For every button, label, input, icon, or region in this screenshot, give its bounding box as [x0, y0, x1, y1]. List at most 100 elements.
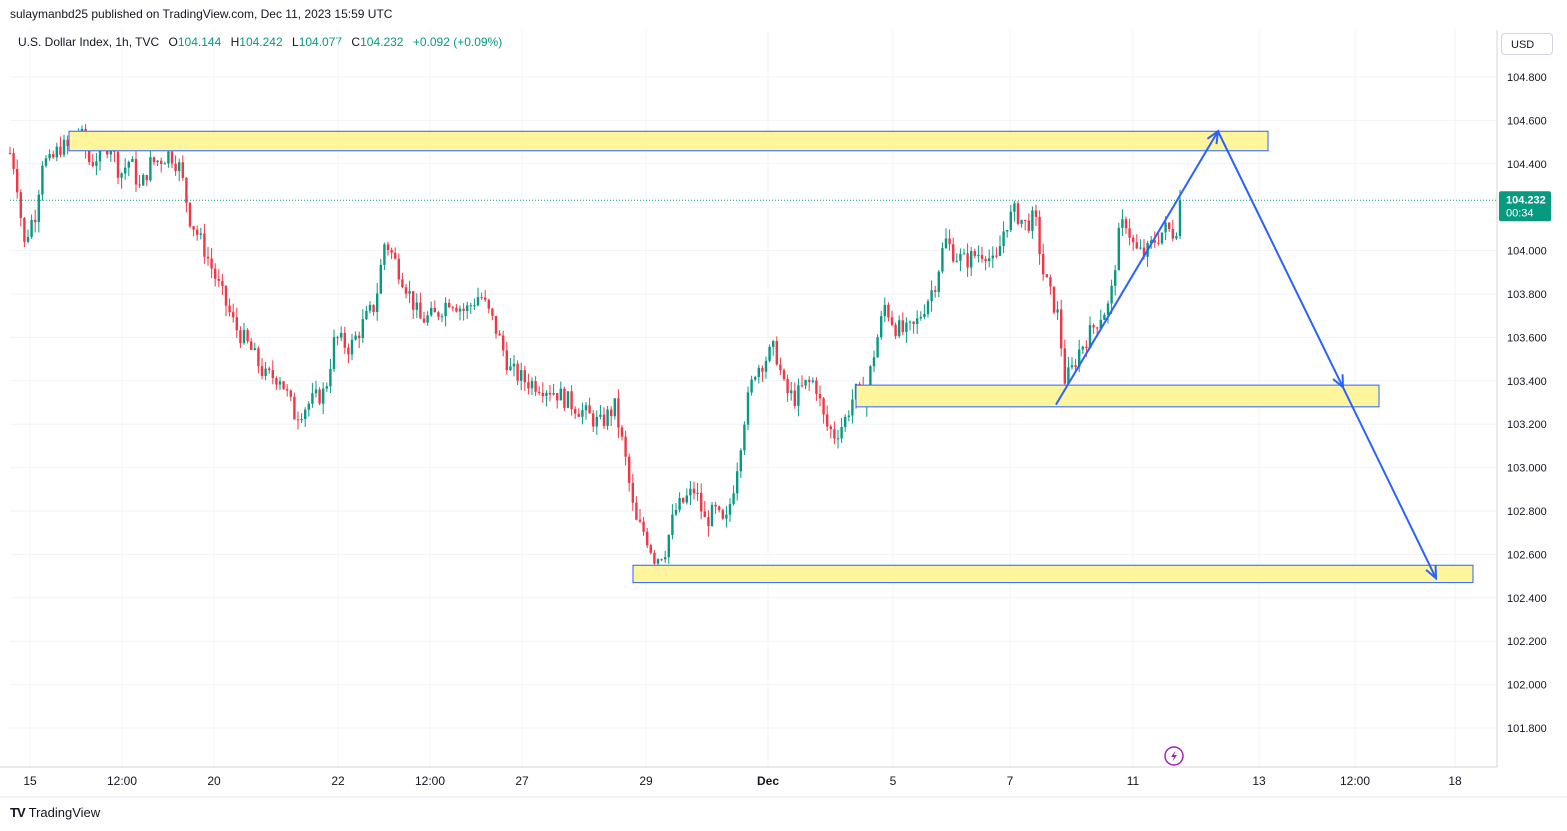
candle-body: [163, 163, 166, 165]
candle-body: [462, 308, 465, 311]
candle-body: [329, 369, 332, 387]
candle-body: [1078, 349, 1081, 368]
candle-body: [52, 154, 55, 158]
candle-body: [55, 146, 58, 158]
candle-body: [998, 246, 1002, 256]
lightning-icon[interactable]: [1164, 746, 1184, 766]
price-tick-label: 104.600: [1507, 115, 1547, 127]
candle-body: [574, 408, 577, 414]
candle-body: [1031, 210, 1034, 231]
candle-body: [512, 363, 516, 367]
candle-body: [782, 370, 786, 380]
candle-body: [221, 280, 224, 286]
candle-body: [59, 146, 62, 155]
candle-body: [1027, 220, 1030, 231]
candle-body: [563, 388, 566, 408]
candle-body: [548, 392, 552, 395]
candle-body: [887, 304, 890, 318]
candle-body: [109, 150, 112, 155]
candle-body: [124, 167, 127, 174]
candle-body: [383, 244, 386, 265]
time-tick-label: 12:00: [1340, 774, 1370, 788]
candle-body: [239, 330, 242, 344]
candle-body: [556, 393, 559, 401]
symbol-name[interactable]: U.S. Dollar Index, 1h, TVC: [18, 35, 160, 49]
candle-body: [350, 339, 354, 355]
candle-body: [300, 418, 303, 421]
candle-body: [286, 389, 289, 391]
candle-body: [268, 368, 271, 371]
time-tick-label: 7: [1007, 774, 1014, 788]
candle-body: [185, 177, 188, 203]
candle-body: [988, 258, 991, 262]
candle-body: [1160, 232, 1164, 244]
candle-body: [397, 258, 400, 280]
price-tick-label: 102.000: [1507, 680, 1547, 692]
candle-body: [1042, 254, 1045, 275]
candle-body: [743, 424, 746, 451]
candle-body: [746, 392, 750, 425]
candle-body: [1070, 365, 1074, 368]
candle-body: [19, 192, 22, 218]
candle-body: [336, 337, 339, 339]
candle-body: [689, 488, 692, 496]
candle-body: [840, 426, 843, 439]
candle-body: [145, 175, 148, 181]
candle-body: [919, 316, 922, 319]
candle-body: [768, 346, 771, 361]
candle-body: [293, 396, 296, 420]
candle-body: [340, 332, 343, 338]
candle-body: [210, 258, 213, 269]
candle-body: [448, 302, 451, 308]
candle-body: [1016, 203, 1020, 224]
candle-body: [620, 427, 624, 437]
candle-body: [793, 390, 796, 406]
currency-button[interactable]: USD: [1501, 33, 1553, 55]
candle-body: [199, 233, 202, 235]
candle-body: [325, 386, 328, 389]
candle-body: [1096, 327, 1099, 329]
candle-body: [948, 238, 951, 245]
candle-body: [264, 368, 267, 377]
candle-body: [260, 366, 264, 377]
candle-body: [505, 350, 508, 371]
candle-body: [1121, 219, 1124, 228]
candle-body: [167, 151, 170, 164]
candle-body: [455, 307, 458, 312]
candle-body: [538, 391, 541, 393]
candle-body: [1038, 216, 1041, 255]
candle-body: [728, 503, 732, 515]
candle-body: [235, 317, 238, 331]
candle-body: [289, 390, 292, 397]
candle-body: [944, 238, 948, 248]
candle-body: [296, 419, 300, 421]
candle-body: [804, 379, 807, 386]
tradingview-logo[interactable]: TV TradingView: [10, 805, 100, 820]
candle-body: [91, 162, 94, 166]
time-axis: 15 12:00 20 22 12:00 27 29 Dec 5 7 11 13 12:00 18: [23, 774, 1462, 788]
candle-body: [1056, 309, 1059, 313]
candle-body: [725, 514, 728, 519]
projection-segment: [1055, 130, 1219, 406]
candle-body: [433, 308, 436, 313]
candle-body: [984, 258, 987, 262]
time-tick-label: 22: [331, 774, 345, 788]
candle-body: [192, 226, 195, 230]
candle-body: [872, 357, 876, 367]
candle-body: [638, 519, 642, 522]
candle-body: [815, 380, 818, 394]
candle-body: [232, 312, 235, 318]
candle-body: [624, 436, 627, 457]
high-label: H: [230, 35, 240, 49]
candle-body: [811, 380, 814, 382]
candle-body: [1020, 219, 1023, 224]
candle-body: [700, 492, 703, 512]
price-tick-label: 104.800: [1507, 72, 1547, 84]
candle-body: [246, 329, 249, 342]
candle-body: [797, 385, 800, 406]
candle-body: [242, 329, 246, 344]
candle-body: [322, 388, 325, 404]
candle-body: [545, 392, 548, 397]
candle-body: [847, 415, 850, 417]
